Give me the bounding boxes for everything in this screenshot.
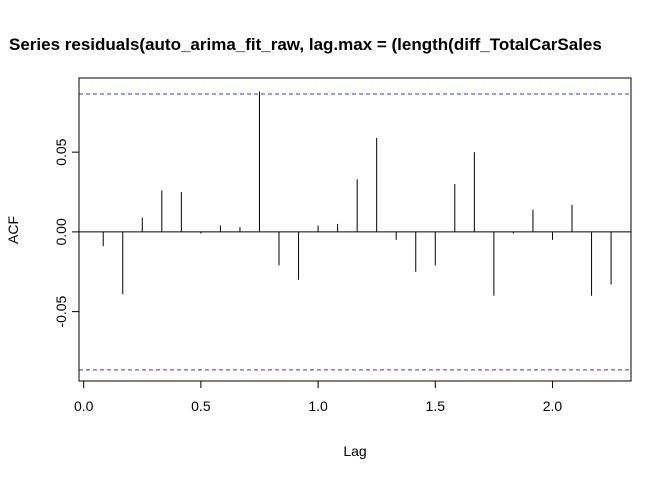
x-axis-label: Lag [343,443,366,459]
x-tick-label: 0.0 [74,398,94,414]
y-tick-label: -0.05 [53,295,69,327]
x-tick-label: 2.0 [543,398,563,414]
y-tick-label: 0.05 [53,138,69,165]
x-axis: 0.0 0.5 1.0 1.5 2.0 [74,380,563,414]
y-axis-label: ACF [5,216,21,244]
y-tick-label: 0.00 [53,218,69,245]
chart-title: Series residuals(auto_arima_fit_raw, lag… [9,35,602,54]
x-tick-label: 1.0 [308,398,328,414]
plot-area [79,91,631,371]
x-tick-label: 1.5 [426,398,446,414]
x-tick-label: 0.5 [191,398,211,414]
y-axis: -0.05 0.00 0.05 [53,138,80,328]
